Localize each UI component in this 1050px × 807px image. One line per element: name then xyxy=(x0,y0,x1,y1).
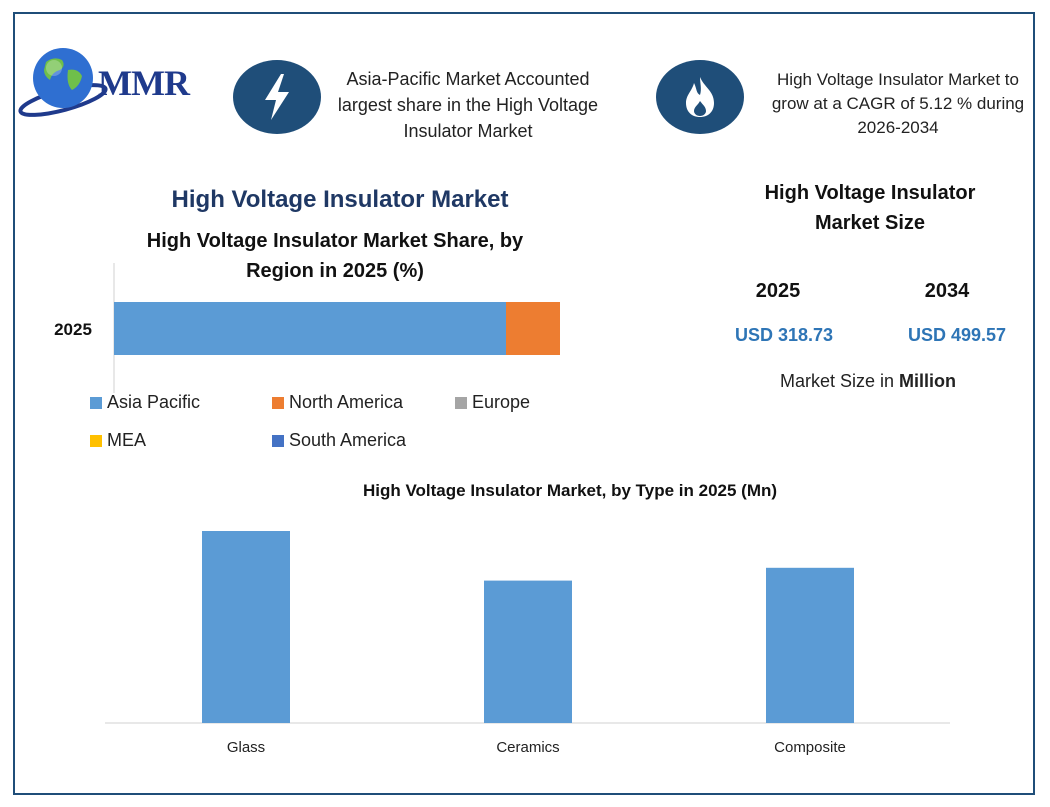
year-2025-label: 2025 xyxy=(755,280,801,302)
region-share-chart: 2025 xyxy=(54,263,560,393)
main-title: High Voltage Insulator Market xyxy=(171,186,509,213)
region-bar-asia-pacific xyxy=(114,302,506,355)
legend-label: North America xyxy=(289,392,404,412)
cagr-info: High Voltage Insulator Market to grow at… xyxy=(771,70,1025,137)
legend-swatch xyxy=(90,396,102,409)
legend-label: Asia Pacific xyxy=(107,392,201,412)
type-tick-label-ceramics: Ceramics xyxy=(496,739,559,756)
type-tick-label-composite: Composite xyxy=(774,739,846,756)
type-bar-chart: Glass Ceramics Composite xyxy=(105,531,950,756)
market-size-title: High Voltage Insulator Market Size xyxy=(764,182,976,234)
type-tick-label-glass: Glass xyxy=(227,739,265,756)
legend-item-mea: MEA xyxy=(90,430,146,451)
year-2034-label: 2034 xyxy=(924,280,970,302)
legend-label: Europe xyxy=(472,392,531,412)
unit-bold: Million xyxy=(899,371,957,391)
type-chart-title: High Voltage Insulator Market, by Type i… xyxy=(362,481,778,500)
infographic-frame xyxy=(13,12,1035,795)
legend-item-europe: Europe xyxy=(455,392,530,413)
legend-item-north-america: North America xyxy=(272,392,403,413)
flame-icon xyxy=(656,60,744,134)
lightning-bolt-icon xyxy=(233,60,321,134)
type-bar-composite xyxy=(766,567,854,723)
logo-text: MMR xyxy=(98,63,190,103)
region-category-label: 2025 xyxy=(54,320,92,339)
legend-swatch xyxy=(90,434,102,447)
legend-swatch xyxy=(455,396,467,409)
legend-swatch xyxy=(272,396,284,409)
legend-item-south-america: South America xyxy=(272,430,406,451)
globe-icon xyxy=(18,48,108,117)
region-bar-north-america xyxy=(506,302,560,355)
market-size-unit: Market Size in Million xyxy=(740,371,996,392)
legend-item-asia-pacific: Asia Pacific xyxy=(90,392,200,413)
region-legend: Asia Pacific North America Europe MEA South … xyxy=(90,392,560,462)
legend-label: South America xyxy=(289,430,407,450)
type-bar-glass xyxy=(202,531,290,723)
region-chart-title: High Voltage Insulator Market Share, by … xyxy=(146,230,524,282)
legend-label: MEA xyxy=(107,430,147,450)
type-bar-ceramics xyxy=(484,580,572,723)
market-size-2034-value: USD 499.57 xyxy=(907,325,1007,345)
mmr-logo: MMR xyxy=(18,40,213,120)
legend-swatch xyxy=(272,434,284,447)
market-size-2025-value: USD 318.73 xyxy=(734,325,834,345)
asia-pacific-info: Asia-Pacific Market Accounted largest sh… xyxy=(337,69,599,141)
unit-prefix: Market Size in xyxy=(779,371,900,391)
